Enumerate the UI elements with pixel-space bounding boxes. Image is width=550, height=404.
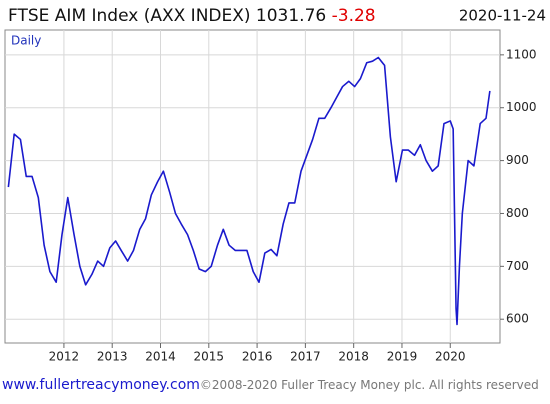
frequency-label: Daily bbox=[11, 34, 41, 48]
plot-area bbox=[4, 29, 501, 344]
x-tick-label: 2018 bbox=[338, 350, 369, 364]
change: -3.28 bbox=[332, 6, 376, 26]
x-tick-label: 2019 bbox=[387, 350, 418, 364]
x-tick-label: 2014 bbox=[145, 350, 176, 364]
x-tick-label: 2012 bbox=[49, 350, 80, 364]
y-tick-label: 700 bbox=[506, 259, 529, 273]
marks-layer bbox=[7, 56, 491, 326]
x-tick-label: 2017 bbox=[290, 350, 321, 364]
last-value: 1031.76 bbox=[256, 6, 326, 26]
chart-title-line: FTSE AIM Index (AXX INDEX) 1031.76 -3.28 bbox=[8, 6, 376, 26]
grid-layer bbox=[5, 30, 504, 348]
y-tick-label: 800 bbox=[506, 206, 529, 220]
copyright: ©2008-2020 Fuller Treacy Money plc. All … bbox=[200, 378, 539, 392]
date: 2020-11-24 bbox=[459, 7, 546, 25]
x-tick-label: 2015 bbox=[194, 350, 225, 364]
x-tick-label: 2020 bbox=[435, 350, 466, 364]
source-url: www.fullertreacymoney.com bbox=[2, 377, 200, 393]
x-tick-label: 2016 bbox=[242, 350, 273, 364]
y-tick-label: 1000 bbox=[506, 100, 537, 114]
x-tick-label: 2013 bbox=[97, 350, 128, 364]
chart-title: FTSE AIM Index (AXX INDEX) bbox=[8, 6, 251, 26]
y-tick-label: 900 bbox=[506, 153, 529, 167]
y-tick-label: 600 bbox=[506, 312, 529, 326]
footer: www.fullertreacymoney.com©2008-2020 Full… bbox=[2, 377, 539, 393]
y-tick-label: 1100 bbox=[506, 47, 537, 61]
price-line bbox=[7, 56, 491, 326]
